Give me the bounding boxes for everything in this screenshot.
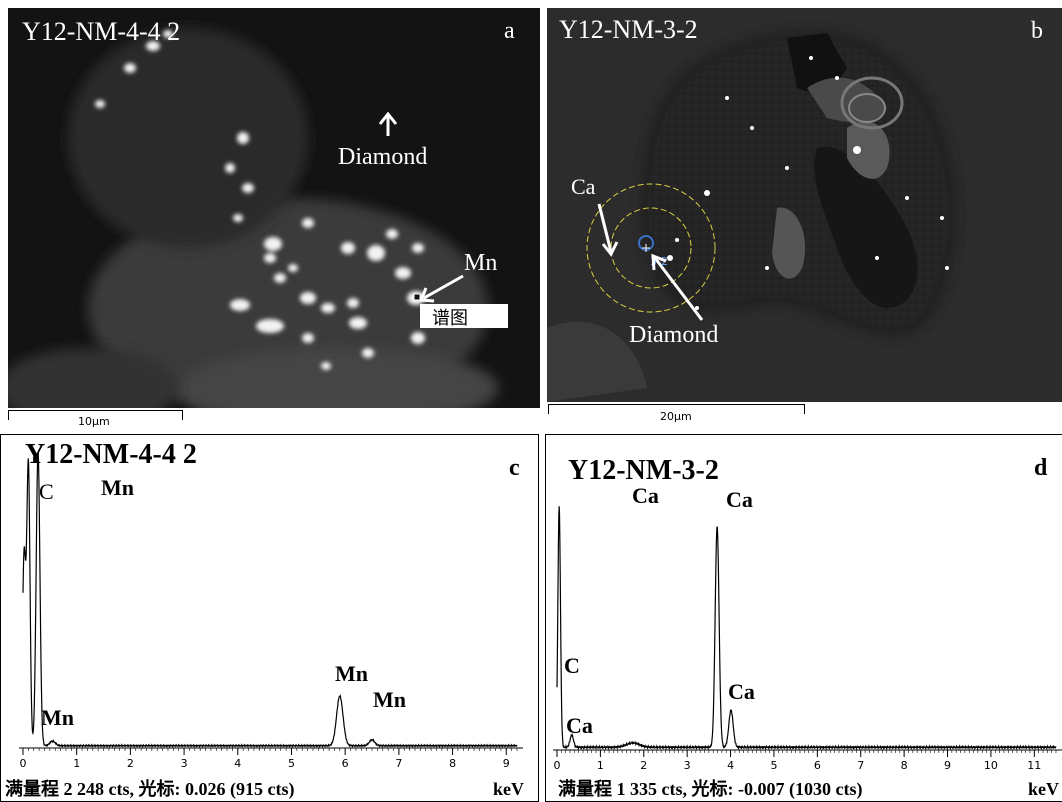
x-tick-label: 9 — [944, 759, 951, 772]
sem-image-a: Y12-NM-4-4 2 a Diamond Mn 谱图 — [8, 17, 515, 408]
panel-c-sample-id: Y12-NM-4-4 2 — [25, 439, 197, 470]
peak-label-c-mn-kb: Mn — [373, 687, 406, 712]
peak-label-d-carbon: C — [564, 653, 580, 678]
spectrum-trace — [22, 451, 518, 749]
panel-d-unit: keV — [1028, 779, 1059, 799]
panel-b-ca-label: Ca — [571, 174, 596, 199]
panel-a-letter: a — [504, 18, 515, 44]
scale-bar-b-label: 20μm — [660, 410, 692, 423]
scale-bar-a-label: 10μm — [78, 415, 110, 428]
peak-label-d-ca-kb: Ca — [728, 679, 755, 704]
panel-a-mn-label: Mn — [464, 250, 497, 276]
panel-d-sample-id: Y12-NM-3-2 — [568, 455, 719, 486]
panel-a-diamond-label: Diamond — [338, 144, 427, 170]
panel-b-letter: b — [1031, 18, 1043, 44]
panel-b-diamond-label: Diamond — [629, 322, 718, 348]
x-tick-label: 3 — [181, 757, 188, 770]
scale-bar-a — [8, 410, 183, 420]
x-tick-label: 8 — [901, 759, 908, 772]
x-tick-label: 9 — [503, 757, 510, 770]
x-tick-label: 11 — [1027, 759, 1041, 772]
x-tick-label: 4 — [234, 757, 241, 770]
panel-b-sem-image: 3-2 Y12-NM-3-2 b Ca Diamond — [547, 8, 1062, 402]
panel-c-unit: keV — [493, 779, 524, 799]
x-tick-label: 8 — [449, 757, 456, 770]
sem-image-b: 3-2 Y12-NM-3-2 b Ca Diamond — [547, 8, 1062, 402]
diamond-arrow-a — [378, 111, 398, 136]
x-tick-label: 3 — [684, 759, 691, 772]
x-tick-label: 4 — [727, 759, 734, 772]
panel-c-letter: c — [509, 455, 520, 481]
peak-label-c-mn-top: Mn — [101, 475, 134, 500]
spectrum-point-marker — [413, 293, 421, 301]
x-tick-label: 5 — [770, 759, 777, 772]
x-tick-label: 7 — [857, 759, 864, 772]
x-tick-label: 10 — [984, 759, 998, 772]
peak-label-d-ca-ka: Ca — [726, 487, 753, 512]
panel-a-sample-id: Y12-NM-4-4 2 — [22, 17, 180, 46]
panel-c-footer: 满量程 2 248 cts, 光标: 0.026 (915 cts) — [5, 778, 294, 800]
peak-label-d-ca-low: Ca — [566, 713, 593, 738]
x-tick-label: 6 — [342, 757, 349, 770]
spectrum-chart-d: Y12-NM-3-2 d Ca Ca C Ca Ca 0 1 2 3 4 5 6 7 8 9 10 1… — [553, 455, 1062, 800]
panel-d-footer: 满量程 1 335 cts, 光标: -0.007 (1030 cts) — [558, 778, 862, 800]
spectrum-trace — [556, 506, 1057, 751]
x-tick-label: 5 — [288, 757, 295, 770]
peak-label-c-mn-low: Mn — [41, 705, 74, 730]
diamond-arrow-b — [651, 253, 704, 321]
peak-label-c-mn-ka: Mn — [335, 661, 368, 686]
spectrum-box — [420, 304, 508, 328]
panel-d-letter: d — [1034, 455, 1048, 481]
panel-d-spectrum: Y12-NM-3-2 d Ca Ca C Ca Ca 0 1 2 3 4 5 6 7 8 9 10 1… — [545, 434, 1062, 802]
x-tick-label: 1 — [73, 757, 80, 770]
panel-b-sample-id: Y12-NM-3-2 — [559, 15, 698, 44]
spectrum-box-label: 谱图 — [432, 308, 468, 329]
x-tick-label: 6 — [814, 759, 821, 772]
panel-a-sem-image: Y12-NM-4-4 2 a Diamond Mn 谱图 — [8, 8, 540, 408]
x-tick-label: 2 — [127, 757, 134, 770]
x-tick-label: 1 — [597, 759, 604, 772]
x-tick-label: 2 — [640, 759, 647, 772]
x-tick-label: 7 — [395, 757, 402, 770]
mn-arrow-a — [418, 274, 464, 303]
ca-arrow-b — [597, 203, 619, 257]
scale-bar-b — [548, 404, 805, 414]
analysis-circles — [586, 183, 716, 313]
x-tick-label: 0 — [20, 757, 27, 770]
peak-label-d-ca-top: Ca — [632, 483, 659, 508]
x-tick-label: 0 — [554, 759, 561, 772]
peak-label-c-carbon: C — [39, 479, 54, 504]
